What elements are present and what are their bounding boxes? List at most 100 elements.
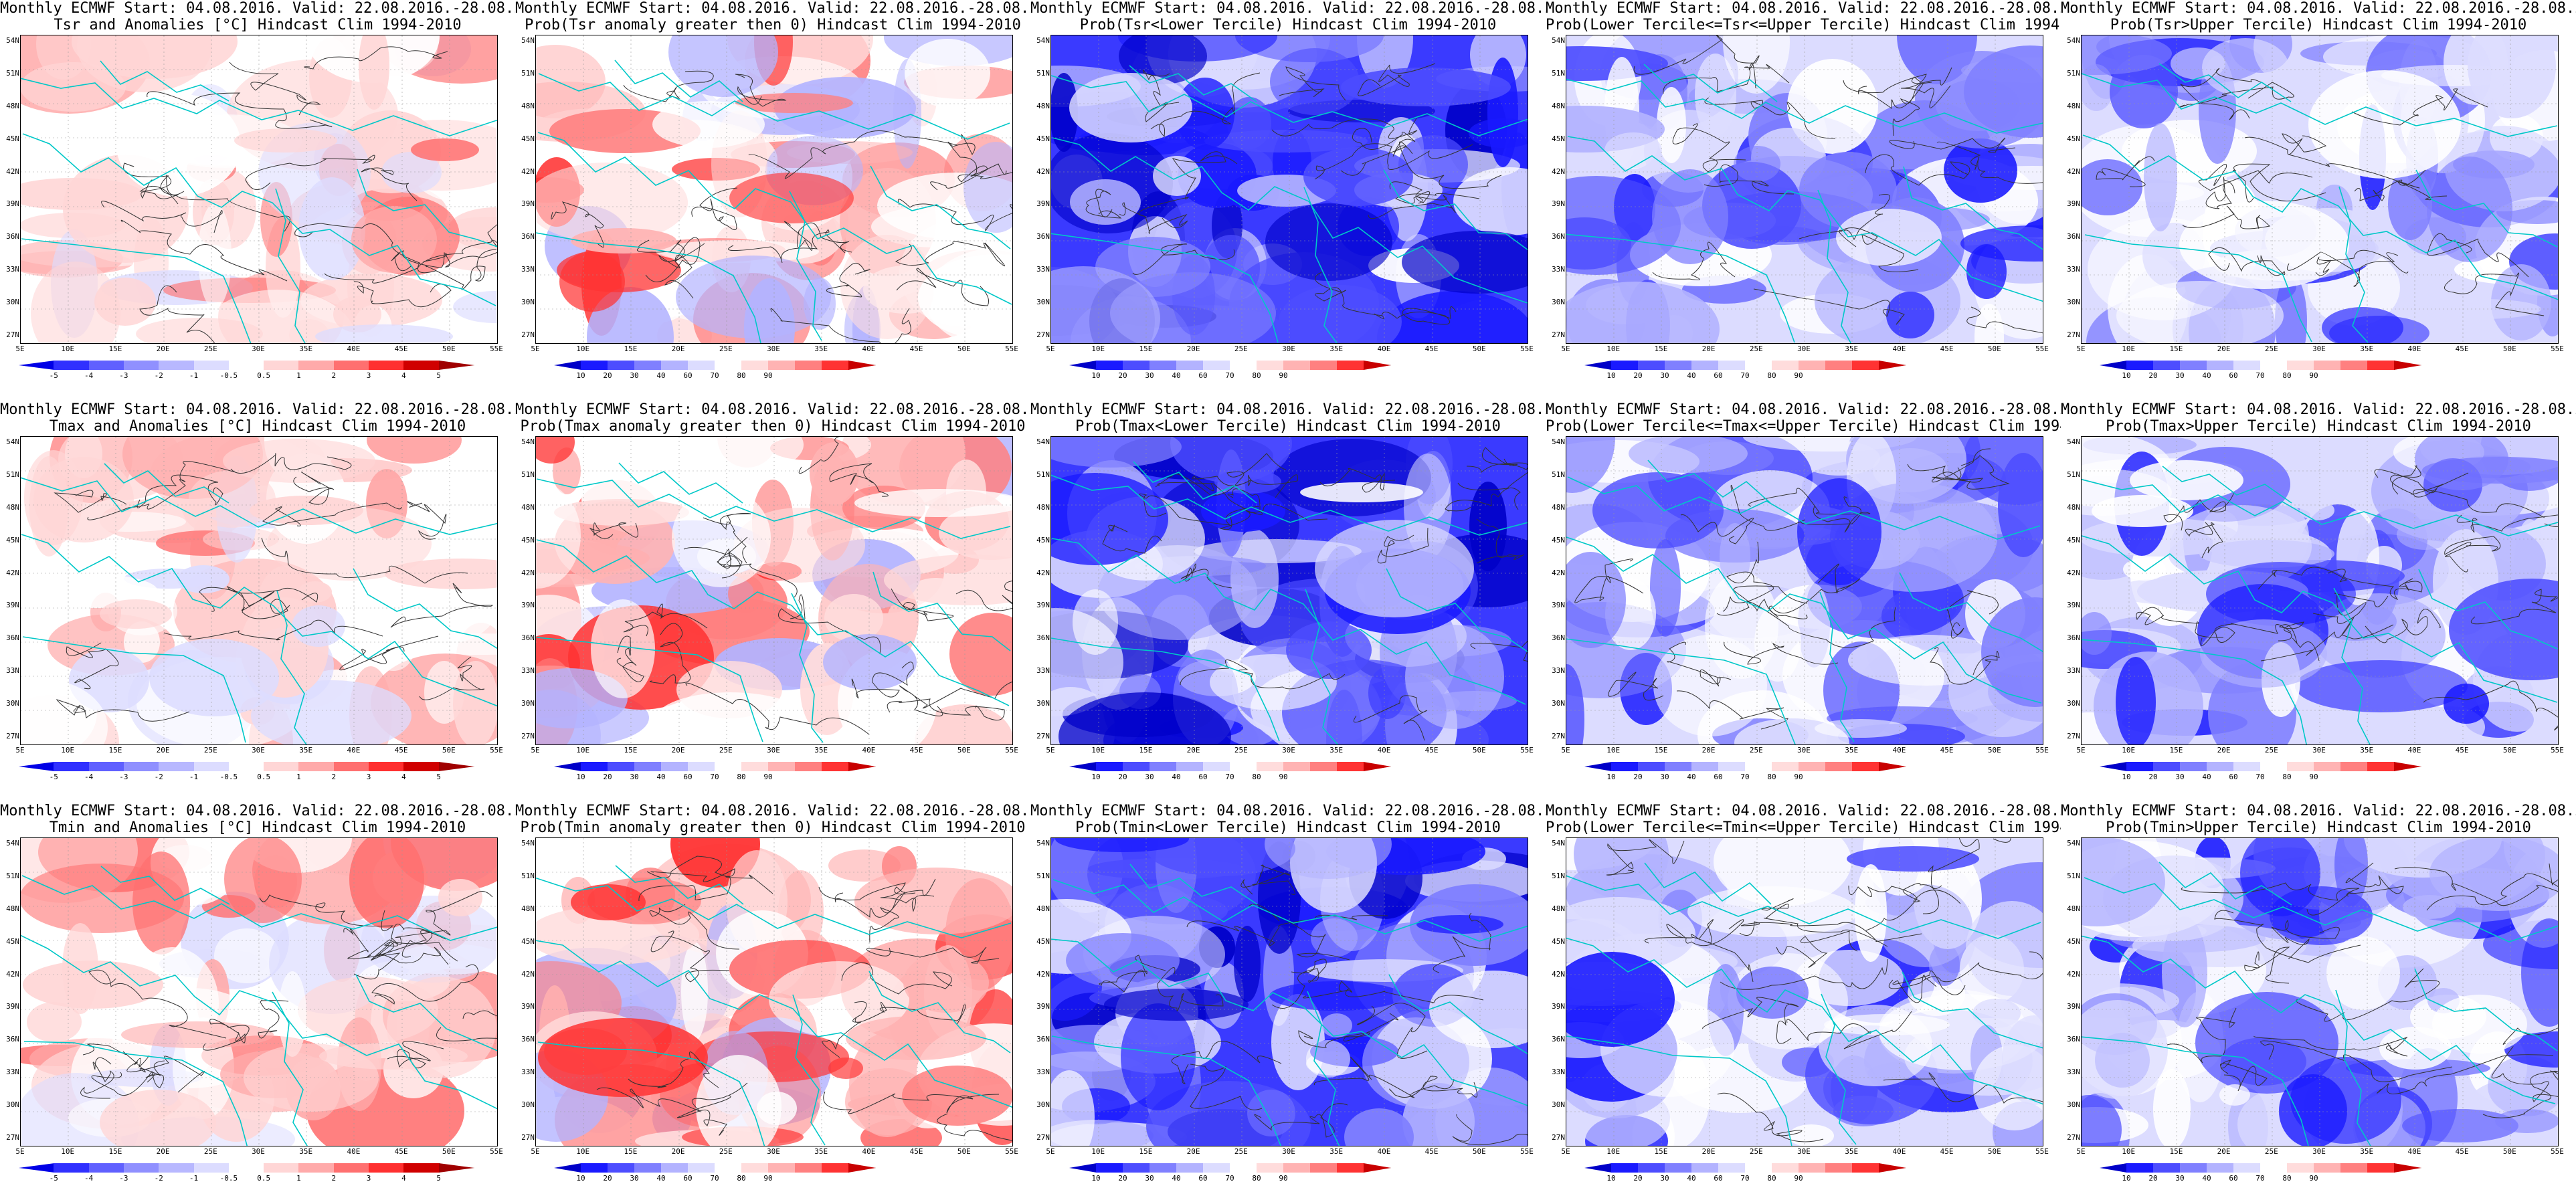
coastline bbox=[22, 133, 496, 306]
isotherm-contour bbox=[649, 904, 740, 950]
isotherm-contour bbox=[1946, 590, 1999, 639]
colorbar-segment bbox=[438, 361, 474, 370]
coastline bbox=[21, 78, 497, 136]
colorbar-tick-label: 40 bbox=[1687, 1174, 1696, 1183]
colorbar-segment bbox=[88, 1163, 124, 1173]
lat-label: 54N bbox=[1036, 36, 1050, 45]
field-shading bbox=[438, 879, 482, 916]
isotherm-contour bbox=[293, 472, 335, 505]
map-area bbox=[1050, 436, 1528, 745]
lon-label: 25E bbox=[1749, 746, 1763, 755]
colorbar-ticks: 10 20 30 40 60 70 80 90 bbox=[1069, 1174, 1390, 1183]
colorbar-tick-label: 70 bbox=[1225, 1174, 1234, 1183]
lat-label: 39N bbox=[1036, 199, 1050, 209]
colorbar-tick-label: 20 bbox=[1633, 1174, 1643, 1183]
coastline bbox=[1899, 572, 2043, 652]
isotherm-contour bbox=[1704, 97, 1836, 139]
field-shading bbox=[2144, 123, 2177, 231]
field-shading bbox=[1604, 132, 1662, 169]
panel-title-line2: Prob(Lower Tercile<=Tmax<=Upper Tercile)… bbox=[1546, 418, 2061, 435]
panel-title: Monthly ECMWF Start: 04.08.2016. Valid: … bbox=[2061, 0, 2576, 35]
colorbar-tick-label: 10 bbox=[2122, 773, 2131, 781]
lon-label: 35E bbox=[2360, 1147, 2374, 1156]
colorbar-segment bbox=[661, 1163, 688, 1173]
field-shading bbox=[1566, 552, 1626, 648]
field-shading bbox=[2179, 201, 2349, 289]
field-shading bbox=[1176, 78, 1234, 150]
colorbar-segment bbox=[2260, 762, 2288, 771]
lat-label: 45N bbox=[6, 936, 19, 946]
lat-label: 30N bbox=[2067, 298, 2080, 307]
coastline bbox=[536, 232, 761, 343]
colorbar-tick-label: 70 bbox=[710, 773, 719, 781]
panel-title: Monthly ECMWF Start: 04.08.2016. Valid: … bbox=[1546, 803, 2061, 837]
isotherm-contour bbox=[419, 656, 485, 700]
isotherm-contour bbox=[1966, 306, 2043, 334]
colorbar-tick-label: 80 bbox=[1767, 773, 1776, 781]
colorbar-segment bbox=[1611, 1163, 1639, 1173]
lat-label: 51N bbox=[521, 871, 535, 880]
coastline bbox=[1129, 864, 1258, 905]
lon-label: 40E bbox=[1377, 344, 1391, 353]
lon-label: 10E bbox=[61, 746, 75, 755]
lon-label: 5E bbox=[1561, 746, 1570, 755]
colorbar-segment bbox=[1096, 762, 1123, 771]
field-shading bbox=[1787, 59, 1878, 154]
field-shading bbox=[1629, 437, 1748, 473]
field-shading bbox=[2427, 157, 2512, 262]
colorbar-segment bbox=[768, 762, 796, 771]
lon-label: 40E bbox=[2407, 1147, 2421, 1156]
isotherm-contour bbox=[818, 882, 935, 912]
lon-label: 10E bbox=[2122, 1147, 2136, 1156]
field-shading bbox=[1566, 217, 1631, 270]
field-shading bbox=[559, 252, 625, 312]
field-shading bbox=[1429, 971, 1528, 1048]
isotherm-contour bbox=[685, 682, 870, 735]
isotherm-contour bbox=[851, 662, 914, 699]
isotherm-contour bbox=[425, 249, 497, 290]
map-area bbox=[2081, 837, 2559, 1146]
map-svg bbox=[536, 437, 1012, 744]
lon-label: 20E bbox=[156, 344, 170, 353]
colorbar-tick-label: 3 bbox=[366, 773, 371, 781]
field-shading bbox=[2082, 1000, 2168, 1099]
colorbar-segment bbox=[1665, 762, 1692, 771]
lon-label: 50E bbox=[442, 746, 456, 755]
coastline bbox=[104, 463, 229, 504]
panel-title-line1: Monthly ECMWF Start: 04.08.2016. Valid: … bbox=[2061, 803, 2576, 819]
lat-label: 51N bbox=[2067, 871, 2080, 880]
isotherm-contour bbox=[2315, 249, 2409, 276]
field-shading bbox=[571, 228, 676, 254]
lat-label: 27N bbox=[521, 1133, 535, 1142]
lon-label: 5E bbox=[531, 746, 540, 755]
lon-label: 30E bbox=[1282, 1147, 1295, 1156]
field-shading bbox=[2421, 299, 2541, 319]
lat-label: 42N bbox=[6, 167, 19, 176]
field-shading bbox=[1877, 884, 1972, 967]
coastline bbox=[1386, 568, 1528, 653]
colorbar-tick-label: 10 bbox=[1606, 773, 1616, 781]
isotherm-contour bbox=[623, 603, 708, 637]
field-shading bbox=[1915, 51, 2043, 148]
isotherm-contour bbox=[2182, 205, 2271, 229]
colorbar-segment bbox=[2394, 361, 2421, 370]
lat-label: 27N bbox=[521, 732, 535, 740]
lon-label: 10E bbox=[576, 344, 590, 353]
lon-label: 20E bbox=[1186, 746, 1200, 755]
lat-label: 48N bbox=[1552, 101, 1565, 110]
lat-label: 48N bbox=[6, 502, 19, 512]
lat-label: 30N bbox=[6, 298, 19, 307]
isotherm-contour bbox=[259, 894, 394, 932]
isotherm-contour bbox=[829, 463, 889, 497]
field-shading bbox=[656, 692, 806, 744]
lon-label: 5E bbox=[2076, 1147, 2086, 1156]
isotherm-contour bbox=[1786, 1011, 1912, 1049]
colorbar-segment bbox=[2153, 361, 2181, 370]
colorbar-segment bbox=[741, 762, 769, 771]
isotherm-contour bbox=[947, 134, 1007, 177]
lat-label: 51N bbox=[1036, 871, 1050, 880]
panel-title-line2: Tmax and Anomalies [°C] Hindcast Clim 19… bbox=[49, 418, 466, 435]
colorbar-tick-label: 5 bbox=[436, 371, 441, 380]
colorbar-tick-label: 20 bbox=[603, 1174, 612, 1183]
isotherm-contour bbox=[728, 229, 846, 264]
